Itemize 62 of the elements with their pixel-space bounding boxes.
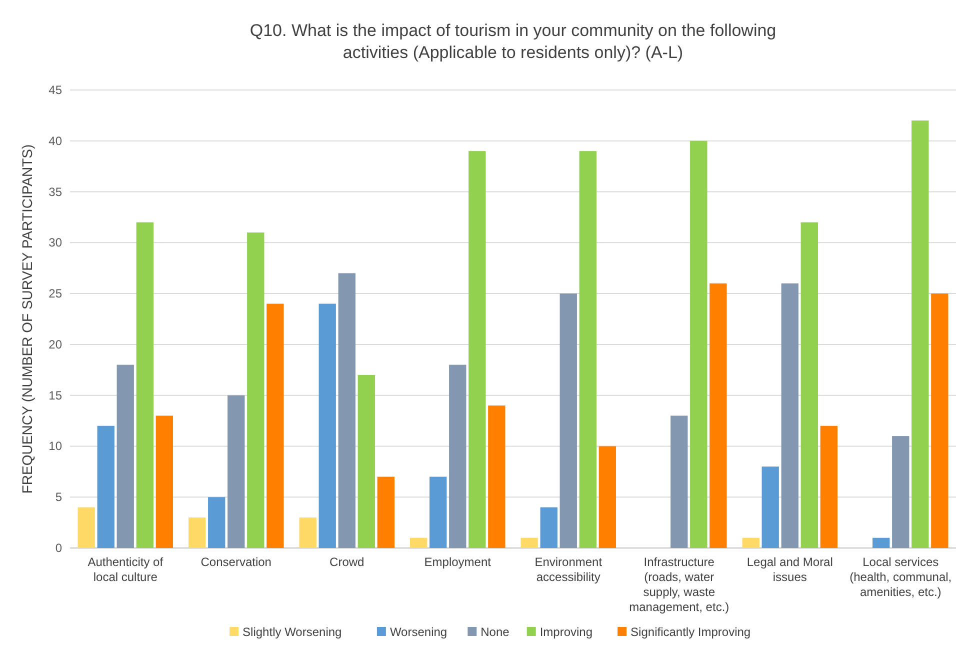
y-tick-label: 25 [48,286,62,301]
bar [579,151,596,548]
x-tick-label: Crowd [330,555,364,569]
bar [410,538,428,548]
y-axis-title: FREQUENCY (NUMBER OF SURVEY PARTICIPANTS) [19,144,35,494]
legend-label: Worsening [390,625,448,639]
bar [377,476,394,548]
bar [208,497,226,548]
bar [520,538,538,548]
x-tick-label: Legal and Moral issues [746,555,833,584]
bar [449,364,466,548]
bar [468,151,486,548]
bar [156,416,173,548]
bar [78,507,95,548]
y-tick-label: 5 [55,490,62,504]
chart-title: Q10. What is the impact of tourism in your community on the following activities (Applicable to residents only)? (A-L) [250,21,776,62]
y-tick-label: 10 [48,439,62,454]
x-tick-label: Infrastructure (roads, water supply, waste management, etc.) [629,555,730,614]
x-tick-label: Employment [424,555,492,569]
y-tick-label: 15 [48,388,62,402]
bar [188,517,206,548]
bar [136,222,154,548]
x-tick-label: Environment accessibility [534,555,603,584]
bar [742,538,760,548]
y-tick-label: 0 [55,541,62,555]
bar [781,283,798,548]
y-tick-label: 30 [48,236,62,250]
bar [266,304,284,548]
y-tick-label: 20 [48,337,62,352]
legend-label: Significantly Improving [630,625,751,639]
bar [710,283,727,548]
legend-label: None [480,625,510,639]
bar [670,416,688,548]
bar [358,374,375,548]
bar [598,446,616,548]
bar [931,294,948,548]
bar [430,476,447,548]
bar [488,406,506,548]
bar [560,294,577,548]
legend-label: Slightly Worsening [242,625,342,639]
bar [97,426,114,548]
bar [228,395,245,548]
x-tick-label: Conservation [200,555,272,569]
legend-label: Improving [540,625,593,639]
bar [299,517,316,548]
x-tick-label: Local services (health, communal, amenities, etc.) [850,555,952,599]
bar [318,304,336,548]
bar [912,120,929,548]
y-tick-label: 40 [48,134,62,148]
y-tick-label: 45 [48,83,62,97]
bar [800,222,818,548]
bar [338,273,356,548]
bar [247,232,264,548]
bar [872,538,890,548]
y-tick-label: 35 [48,184,62,199]
bar [820,426,838,548]
x-tick-label: Authenticity of local culture [88,555,164,584]
bar [540,507,558,548]
bar [892,436,910,548]
bar [762,466,779,548]
bar [690,140,708,548]
bar [116,364,134,548]
